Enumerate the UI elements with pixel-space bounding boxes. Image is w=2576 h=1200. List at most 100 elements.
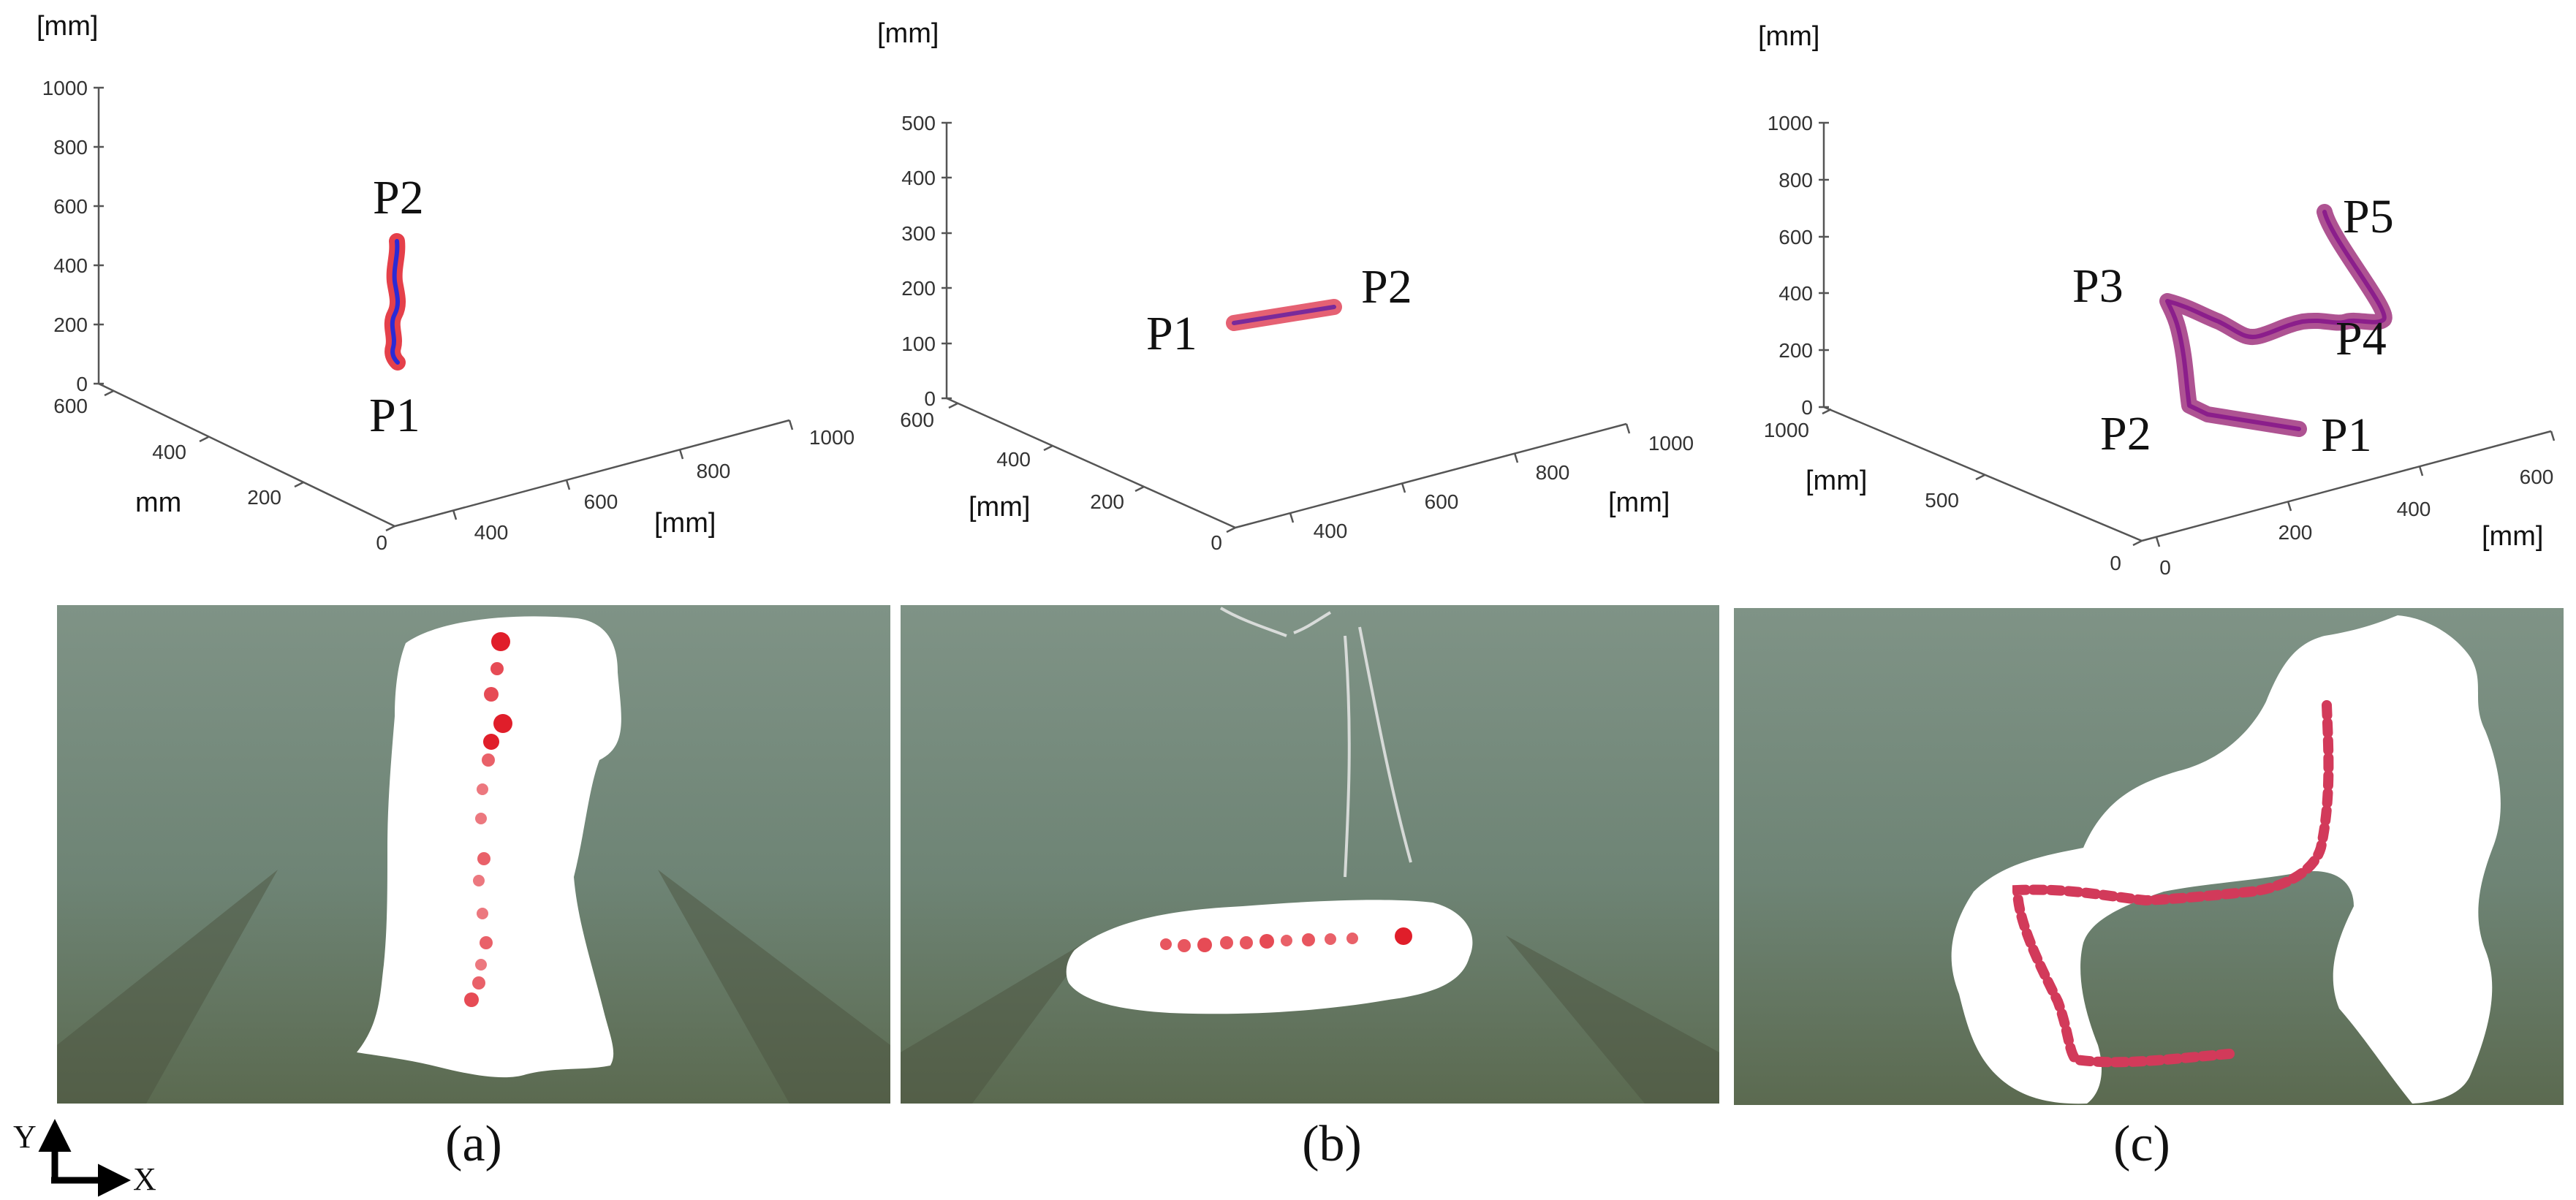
photo-b-markers: [1160, 927, 1412, 952]
plot-c-y-axis-label: [mm]: [1806, 466, 1867, 496]
plot-b-x-tick-label: 400: [1314, 520, 1348, 542]
plot-b-z-tick-label: 300: [901, 222, 936, 245]
plot-b-label-p1: P1: [1146, 307, 1197, 360]
plot-c: [mm] 0 200 400 600 800 1000 1000 500 0: [1758, 21, 2556, 579]
plot-b-y-tick-label: 200: [1090, 490, 1124, 513]
plot-b-z-tick-label: 400: [901, 167, 936, 189]
photo-b-floor-rail-right: [1506, 935, 1719, 1104]
photo-a-floor-rail-left: [57, 870, 278, 1104]
plot-c-z-tick-label: 200: [1778, 339, 1813, 362]
plot-b-z-ticks: 0 100 200 300 400 500: [901, 112, 952, 410]
plot-a-z-tick-label: 0: [76, 373, 88, 395]
plot-a-x-axis-label: [mm]: [654, 508, 716, 539]
plot-b-y-axis: [946, 397, 1236, 529]
photo-c: [1734, 608, 2564, 1105]
plot-c-y-ticks: 1000 500 0: [1764, 408, 2143, 574]
photo-a-floor-rail-right: [658, 870, 890, 1104]
plot-c-z-ticks: 0 200 400 600 800 1000: [1768, 112, 1829, 419]
plot-c-x-axis: [2141, 430, 2552, 542]
photo-b-tether-lines: [1219, 607, 1412, 878]
plot-b-x-ticks: 400 600 800 1000: [1289, 423, 1694, 542]
plot-c-label-p1: P1: [2321, 409, 2372, 462]
photo-a: [57, 605, 890, 1104]
plot-a-y-tick-label: 600: [53, 395, 88, 417]
plot-a-z-ticks: 0 200 400 600 800 1000: [42, 77, 104, 395]
plot-c-y-axis: [1823, 406, 2143, 542]
plot-a-x-tick-label: 600: [584, 490, 618, 513]
plot-c-label-p3: P3: [2072, 259, 2124, 313]
y-axis-indicator-label: Y: [13, 1119, 37, 1155]
photo-b-white-mask: [1066, 900, 1473, 1014]
plot-b-label-p2: P2: [1361, 260, 1412, 314]
plot-a-x-ticks: 400 600 800 1000: [452, 419, 855, 544]
plot-c-x-tick-label: 600: [2520, 466, 2554, 488]
plot-b-x-axis: [1235, 422, 1627, 529]
plot-c-x-tick-label: 200: [2278, 521, 2313, 544]
plot-a-z-tick-label: 600: [53, 195, 88, 218]
plot-b-z-tick-label: 0: [924, 387, 936, 410]
plot-a-label-p1: P1: [369, 389, 420, 442]
plot-a-z-tick-label: 200: [53, 314, 88, 336]
plot-b-y-tick-label: 600: [900, 409, 934, 431]
plot-c-label-p4: P4: [2336, 312, 2387, 365]
plot-c-x-tick-label: 0: [2159, 556, 2171, 579]
coordinate-axes-indicator: Y X: [13, 1119, 156, 1197]
plot-a-y-tick-label: 0: [376, 531, 387, 554]
plot-a-z-axis-label: [mm]: [37, 11, 98, 42]
plot-b-z-axis-label: [mm]: [877, 18, 939, 49]
panel-label-c: (c): [2113, 1116, 2170, 1172]
panel-label-a: (a): [445, 1116, 502, 1172]
plot-a-y-axis-label: mm: [135, 487, 181, 518]
photo-b: [901, 605, 1719, 1104]
plot-c-z-tick-label: 0: [1801, 396, 1813, 419]
plot-b-x-tick-label: 1000: [1648, 432, 1694, 455]
plot-b-z-tick-label: 500: [901, 112, 936, 134]
plot-c-trajectory: [2165, 210, 2387, 431]
plot-b-x-tick-label: 600: [1425, 490, 1459, 513]
plot-c-z-axis-label: [mm]: [1758, 21, 1819, 52]
plot-b-x-axis-label: [mm]: [1608, 487, 1670, 518]
plot-a: [mm] 0 200 400 600 800 1000 600 400 200: [37, 11, 855, 554]
plot-c-y-tick-label: 1000: [1764, 419, 1809, 441]
panel-label-b: (b): [1302, 1116, 1362, 1172]
plot-a-y-ticks: 600 400 200 0: [53, 390, 395, 554]
plot-b-y-ticks: 600 400 200 0: [900, 402, 1236, 554]
plot-a-x-tick-label: 1000: [809, 426, 855, 449]
photo-b-floor-rail-left: [901, 935, 1096, 1104]
plot-b-x-tick-label: 800: [1536, 461, 1570, 484]
plot-a-x-axis: [394, 419, 790, 528]
plot-a-z-tick-label: 400: [53, 254, 88, 277]
plot-b-y-tick-label: 400: [996, 448, 1031, 471]
plot-c-x-axis-label: [mm]: [2482, 521, 2543, 552]
plot-b-y-tick-label: 0: [1211, 531, 1222, 554]
plot-c-y-tick-label: 0: [2110, 552, 2121, 574]
plot-b-z-tick-label: 200: [901, 277, 936, 300]
plot-a-x-tick-label: 800: [697, 460, 731, 482]
plot-c-y-tick-label: 500: [1925, 489, 1959, 512]
plot-a-trajectory: [390, 239, 401, 365]
plot-b: [mm] 0 100 200 300 400 500 600 400 200 0: [877, 18, 1694, 554]
plot-b-y-axis-label: [mm]: [969, 492, 1030, 523]
photo-a-markers: [464, 632, 512, 1007]
plot-c-z-tick-label: 1000: [1768, 112, 1813, 134]
plot-a-z-tick-label: 800: [53, 136, 88, 159]
plot-c-z-tick-label: 400: [1778, 282, 1813, 305]
plot-a-x-tick-label: 400: [474, 521, 509, 544]
photo-c-white-mask: [1951, 615, 2501, 1104]
plot-a-y-axis: [98, 382, 395, 528]
plot-b-trajectory: [1232, 305, 1336, 325]
plot-a-label-p2: P2: [373, 171, 424, 224]
photo-a-white-mask: [357, 616, 621, 1078]
plot-c-z-tick-label: 600: [1778, 226, 1813, 248]
plot-c-x-ticks: 0 200 400 600: [2155, 430, 2556, 579]
photo-c-markers: [2012, 700, 2334, 1068]
plot-a-z-tick-label: 1000: [42, 77, 88, 99]
plot-a-y-tick-label: 400: [152, 441, 186, 463]
plot-c-label-p5: P5: [2343, 190, 2394, 243]
plot-c-label-p2: P2: [2100, 407, 2151, 460]
x-axis-indicator-label: X: [133, 1161, 156, 1197]
plot-b-z-tick-label: 100: [901, 333, 936, 355]
plot-a-y-tick-label: 200: [247, 486, 281, 509]
plot-c-x-tick-label: 400: [2397, 498, 2431, 520]
